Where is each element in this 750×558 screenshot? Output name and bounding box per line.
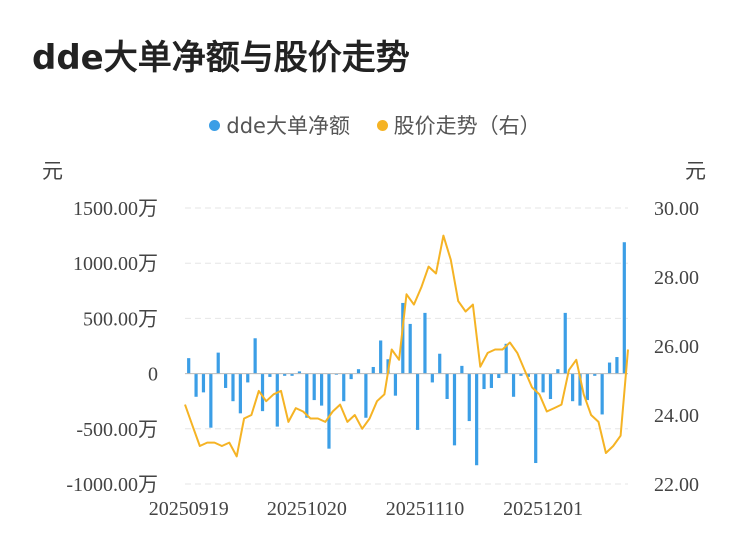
dde-bar xyxy=(519,373,523,376)
dde-bar xyxy=(430,373,434,383)
x-tick-label: 20251110 xyxy=(386,498,465,520)
dde-bar xyxy=(201,373,206,393)
dde-bar xyxy=(231,373,235,402)
dde-bar xyxy=(475,373,479,466)
dde-bar xyxy=(371,366,375,374)
dde-bar xyxy=(349,373,353,380)
y-left-tick-label: -500.00万 xyxy=(76,419,158,441)
dde-bar xyxy=(415,373,420,430)
dde-bar xyxy=(467,373,471,422)
legend-dot-price xyxy=(376,119,388,131)
dde-bar xyxy=(364,373,368,418)
dde-bar xyxy=(445,373,449,399)
dde-bar xyxy=(283,373,287,376)
dde-bar xyxy=(393,373,398,396)
dde-bar xyxy=(194,373,198,397)
dde-bar xyxy=(622,242,626,374)
legend: dde大单净额 股价走势（右） xyxy=(0,110,750,140)
dde-bar xyxy=(548,373,553,399)
dde-bar xyxy=(334,373,338,375)
dde-bar xyxy=(497,373,501,379)
y-left-tick-label: 1000.00万 xyxy=(73,253,158,275)
dde-bar xyxy=(593,373,597,376)
dde-bar xyxy=(224,373,228,388)
dde-bar xyxy=(541,373,545,393)
dde-bar xyxy=(504,343,508,374)
dde-bar xyxy=(216,352,220,374)
dde-bar xyxy=(607,362,612,374)
dde-bar xyxy=(187,358,191,374)
x-tick-label: 20251201 xyxy=(503,498,583,520)
y-right-tick-label: 28.00 xyxy=(654,267,699,289)
legend-item-price[interactable]: 股价走势（右） xyxy=(376,110,541,140)
y-right-tick-label: 22.00 xyxy=(654,474,699,496)
y-left-tick-label: 1500.00万 xyxy=(73,198,158,220)
dde-bar xyxy=(482,373,486,390)
legend-dot-dde xyxy=(209,119,221,131)
dde-bar xyxy=(260,373,265,412)
dde-bar xyxy=(534,373,538,464)
y-left-tick-label: 500.00万 xyxy=(83,308,158,330)
dde-bar xyxy=(452,373,457,446)
y-left-tick-label: -1000.00万 xyxy=(66,474,158,496)
legend-label-price: 股价走势（右） xyxy=(393,114,541,138)
dde-bar xyxy=(526,373,530,377)
dde-bar xyxy=(600,373,604,415)
chart-title: dde大单净额与股价走势 xyxy=(32,38,410,78)
left-axis-unit: 元 xyxy=(42,159,63,183)
dde-bar xyxy=(246,373,250,383)
legend-label-dde: dde大单净额 xyxy=(226,114,350,138)
dde-bar xyxy=(319,373,324,406)
dde-bar xyxy=(511,373,516,397)
dde-bar xyxy=(268,373,272,377)
y-left-tick-label: 0 xyxy=(148,364,158,386)
x-tick-label: 20251020 xyxy=(267,498,347,520)
dde-bar xyxy=(209,373,213,428)
x-tick-label: 20250919 xyxy=(149,498,229,520)
dde-bar xyxy=(275,373,279,427)
dde-bar xyxy=(408,323,412,374)
dde-bar xyxy=(297,371,302,374)
y-right-tick-label: 30.00 xyxy=(654,198,699,220)
y-right-tick-label: 24.00 xyxy=(654,405,699,427)
dde-bar xyxy=(356,369,361,374)
dde-bar xyxy=(438,353,442,374)
dde-bar xyxy=(327,373,331,449)
dde-bar xyxy=(401,302,405,374)
dde-bar xyxy=(305,373,309,418)
dde-bar xyxy=(578,373,582,406)
dde-bar xyxy=(238,373,242,414)
right-axis-unit: 元 xyxy=(685,159,706,183)
price-line xyxy=(184,234,629,458)
dde-bar xyxy=(253,338,257,374)
dde-bar xyxy=(312,373,316,401)
dde-bar xyxy=(379,340,383,374)
dde-bar xyxy=(290,373,294,376)
dde-bar xyxy=(563,312,567,374)
dde-bar xyxy=(489,373,494,388)
dde-bar xyxy=(342,373,346,402)
dde-bar xyxy=(615,357,619,374)
dde-bar xyxy=(460,365,464,374)
dde-bar xyxy=(571,373,575,402)
dde-bar xyxy=(585,373,589,401)
legend-item-dde[interactable]: dde大单净额 xyxy=(209,110,350,140)
y-right-tick-label: 26.00 xyxy=(654,336,699,358)
dde-bar xyxy=(423,312,427,374)
dde-bar xyxy=(556,369,560,374)
